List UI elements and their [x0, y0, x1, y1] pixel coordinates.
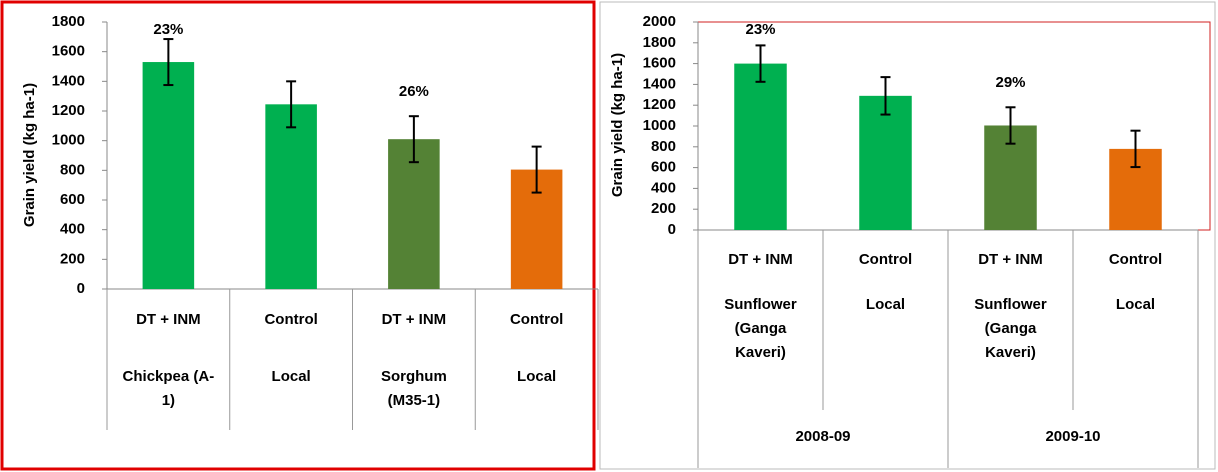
- subcategory-label: Local: [1115, 296, 1156, 313]
- annotation: 29%: [995, 74, 1025, 91]
- annotation: 26%: [399, 83, 429, 100]
- bar: [388, 139, 440, 289]
- subcategory-label: Chickpea (A-1): [122, 368, 215, 409]
- y-tick-label: 1400: [643, 75, 676, 92]
- y-tick-label: 200: [60, 250, 85, 267]
- group-label: 2009-10: [1045, 428, 1101, 445]
- subcategory-label: Local: [865, 296, 906, 313]
- y-tick-label: 1400: [52, 72, 85, 89]
- y-tick-label: 1000: [643, 117, 676, 134]
- category-label: DT + INM: [381, 311, 447, 328]
- bar: [142, 62, 195, 289]
- y-tick-label: 0: [668, 221, 676, 238]
- category-label: DT + INM: [978, 251, 1043, 268]
- subcategory-label: Sunflower (Ganga Kaveri): [974, 296, 1047, 361]
- y-tick-label: 400: [60, 221, 85, 238]
- category-label: DT + INM: [136, 311, 201, 328]
- y-tick-label: 1200: [52, 102, 85, 119]
- category-label: DT + INM: [728, 251, 793, 268]
- y-tick-label: 2000: [643, 13, 676, 30]
- subcategory-label: Sorghum (M35-1): [380, 368, 447, 409]
- y-tick-label: 800: [60, 161, 85, 178]
- category-label: Control: [1108, 251, 1163, 268]
- bar: [734, 63, 787, 230]
- annotation: 23%: [153, 21, 183, 38]
- y-tick-label: 1800: [643, 34, 676, 51]
- category-label: Control: [858, 251, 913, 268]
- subcategory-label: Sunflower (Ganga Kaveri): [724, 296, 797, 361]
- panel-border: [0, 0, 596, 471]
- group-label: 2008-09: [795, 428, 851, 445]
- y-tick-label: 800: [651, 138, 676, 155]
- y-tick-label: 1800: [52, 13, 85, 30]
- y-tick-label: 600: [60, 191, 85, 208]
- y-tick-label: 1000: [52, 132, 85, 149]
- y-tick-label: 400: [651, 179, 676, 196]
- y-tick-label: 1600: [52, 43, 85, 60]
- bar: [859, 95, 912, 230]
- y-tick-label: 1200: [643, 96, 676, 113]
- bar: [265, 104, 317, 289]
- y-axis-label: Grain yield (kg ha-1): [21, 83, 38, 227]
- y-tick-label: 1600: [643, 55, 676, 72]
- annotation: 23%: [745, 21, 775, 38]
- subcategory-label: Local: [517, 368, 557, 385]
- subcategory-label: Local: [271, 368, 311, 385]
- category-label: Control: [264, 311, 318, 328]
- y-axis-label: Grain yield (kg ha-1): [609, 53, 626, 197]
- panel-border: [599, 1, 1216, 470]
- y-tick-label: 600: [651, 159, 676, 176]
- category-label: Control: [509, 311, 564, 328]
- y-tick-label: 200: [651, 200, 676, 217]
- y-tick-label: 0: [77, 280, 85, 297]
